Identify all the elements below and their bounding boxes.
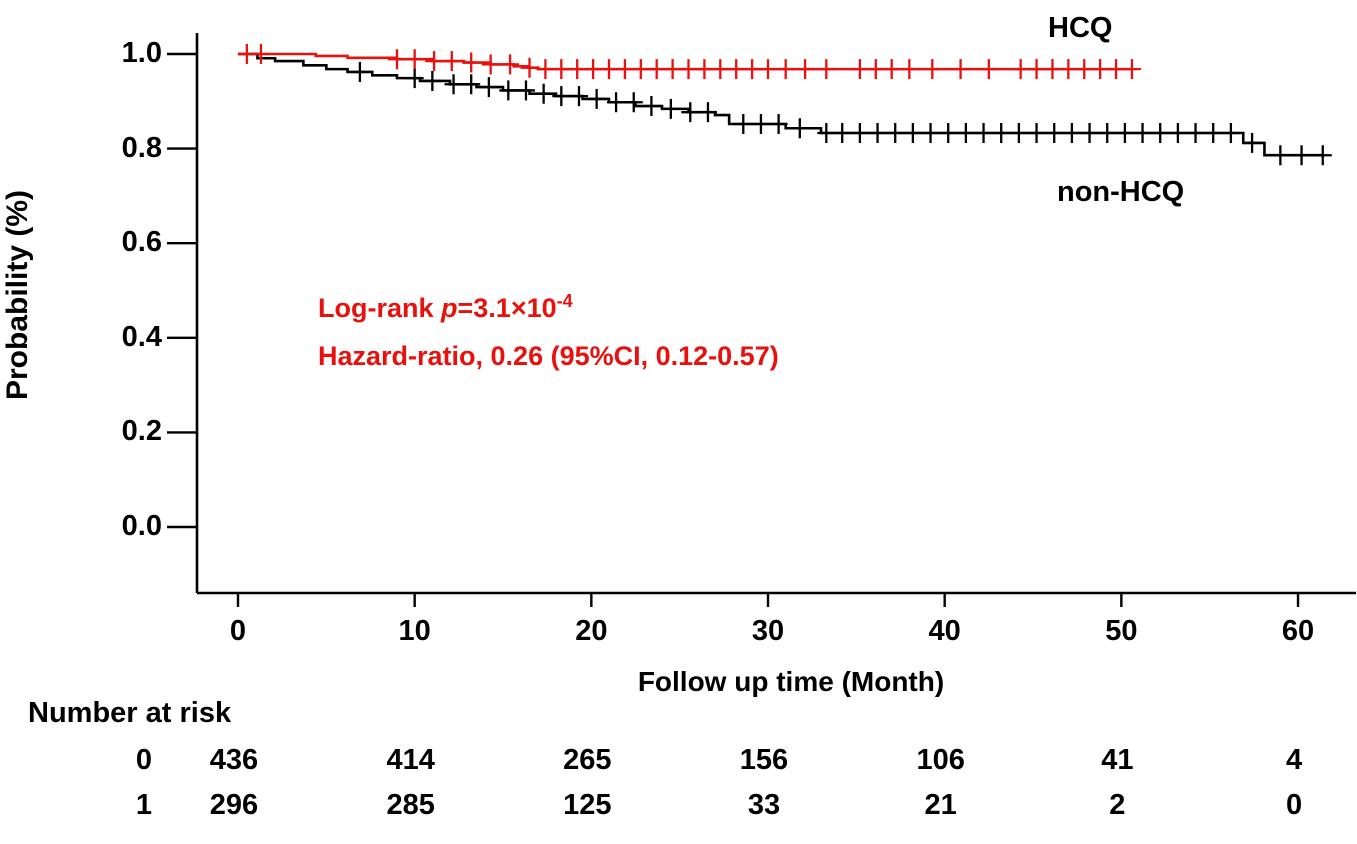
km-curve-hcq xyxy=(238,52,1132,71)
y-tick-label-0.4: 0.4 xyxy=(121,320,162,353)
x-tick-label-60: 60 xyxy=(1281,615,1315,647)
y-tick-label-0.8: 0.8 xyxy=(121,131,162,164)
log-rank-annotation: Log-rank p=3.1×10-4 xyxy=(318,291,573,324)
y-axis-title: Probability (%) xyxy=(1,190,34,401)
x-tick-label-50: 50 xyxy=(1105,615,1138,647)
log-rank-prefix: Log-rank xyxy=(318,293,442,323)
x-tick-label-10: 10 xyxy=(398,615,431,647)
log-rank-value: =3.1×10 xyxy=(457,293,557,323)
y-tick-label-0.0: 0.0 xyxy=(121,510,162,542)
risk-row-group-0: 0 xyxy=(135,744,153,776)
risk-cell-g0-m10: 414 xyxy=(386,744,435,776)
y-tick-label-0.2: 0.2 xyxy=(121,415,162,448)
x-axis-title: Follow up time (Month) xyxy=(637,666,945,697)
x-tick-label-30: 30 xyxy=(751,615,785,647)
risk-cell-g0-m30: 156 xyxy=(739,744,789,776)
log-rank-exponent: -4 xyxy=(556,291,573,311)
risk-table-title: Number at risk xyxy=(28,697,232,729)
censor-marks-non-hcq xyxy=(350,61,1332,166)
y-tick-label-0.6: 0.6 xyxy=(121,226,162,259)
risk-cell-g0-m40: 106 xyxy=(916,744,965,776)
x-tick-label-40: 40 xyxy=(928,615,961,647)
axes xyxy=(167,33,1356,607)
x-tick-label-20: 20 xyxy=(575,615,608,647)
x-tick-label-0: 0 xyxy=(229,615,247,647)
log-rank-p-symbol: p xyxy=(441,293,458,323)
risk-cell-g1-m20: 125 xyxy=(563,789,612,821)
censor-marks-hcq xyxy=(237,44,1141,80)
risk-cell-g1-m10: 285 xyxy=(386,789,435,821)
risk-cell-g0-m60: 4 xyxy=(1285,744,1303,776)
risk-cell-g1-m50: 2 xyxy=(1109,789,1126,821)
risk-cell-g0-m20: 265 xyxy=(563,744,612,776)
risk-cell-g1-m40: 21 xyxy=(924,789,957,821)
risk-cell-g0-m0: 436 xyxy=(209,744,259,776)
risk-row-group-1: 1 xyxy=(135,789,153,821)
risk-cell-g1-m0: 296 xyxy=(209,789,259,821)
curve-label-hcq: HCQ xyxy=(1048,12,1113,44)
curve-label-non-hcq: non-HCQ xyxy=(1057,176,1185,208)
risk-cell-g1-m30: 33 xyxy=(747,789,781,821)
hazard-ratio-annotation: Hazard-ratio, 0.26 (95%CI, 0.12-0.57) xyxy=(318,341,779,371)
risk-cell-g0-m50: 41 xyxy=(1101,744,1134,776)
y-tick-label-1.0: 1.0 xyxy=(121,37,162,69)
risk-cell-g1-m60: 0 xyxy=(1285,789,1303,821)
